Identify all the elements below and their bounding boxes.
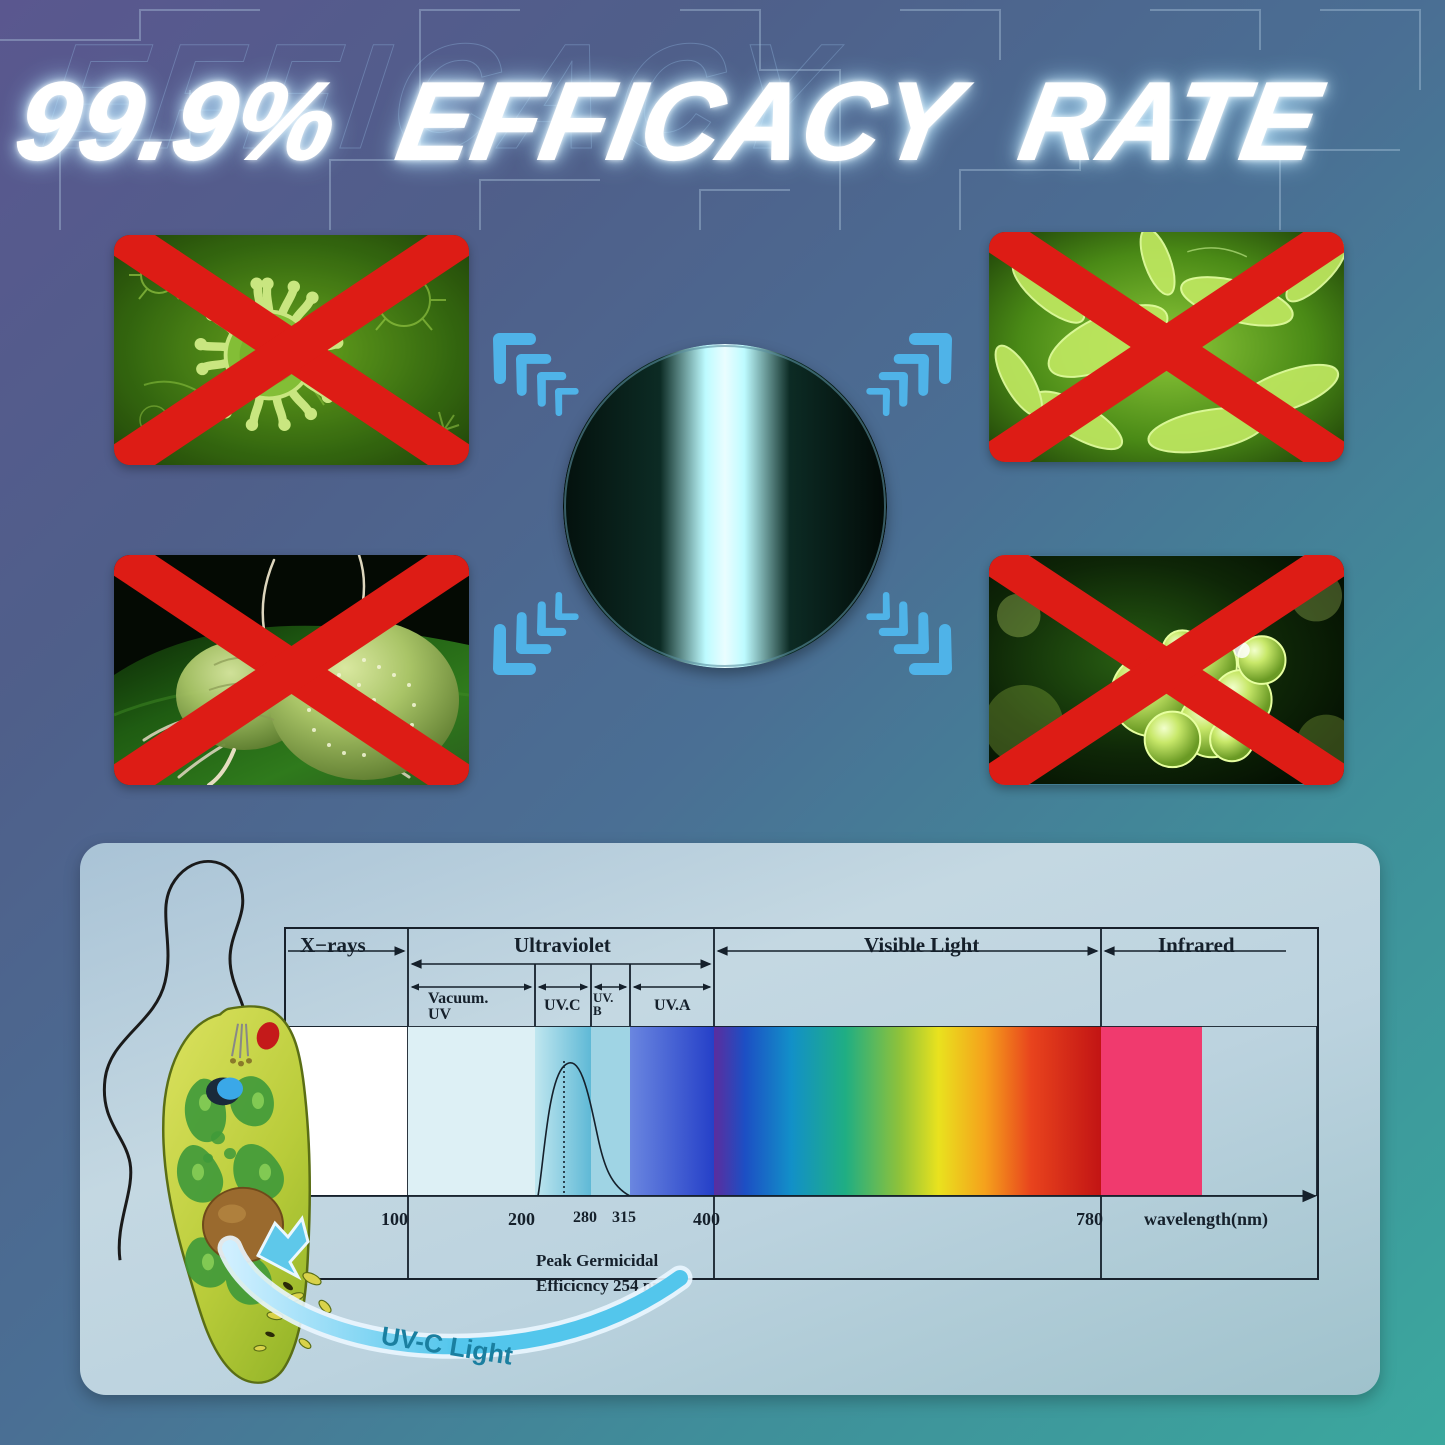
svg-text:UV-C Light: UV-C Light xyxy=(379,1320,515,1370)
